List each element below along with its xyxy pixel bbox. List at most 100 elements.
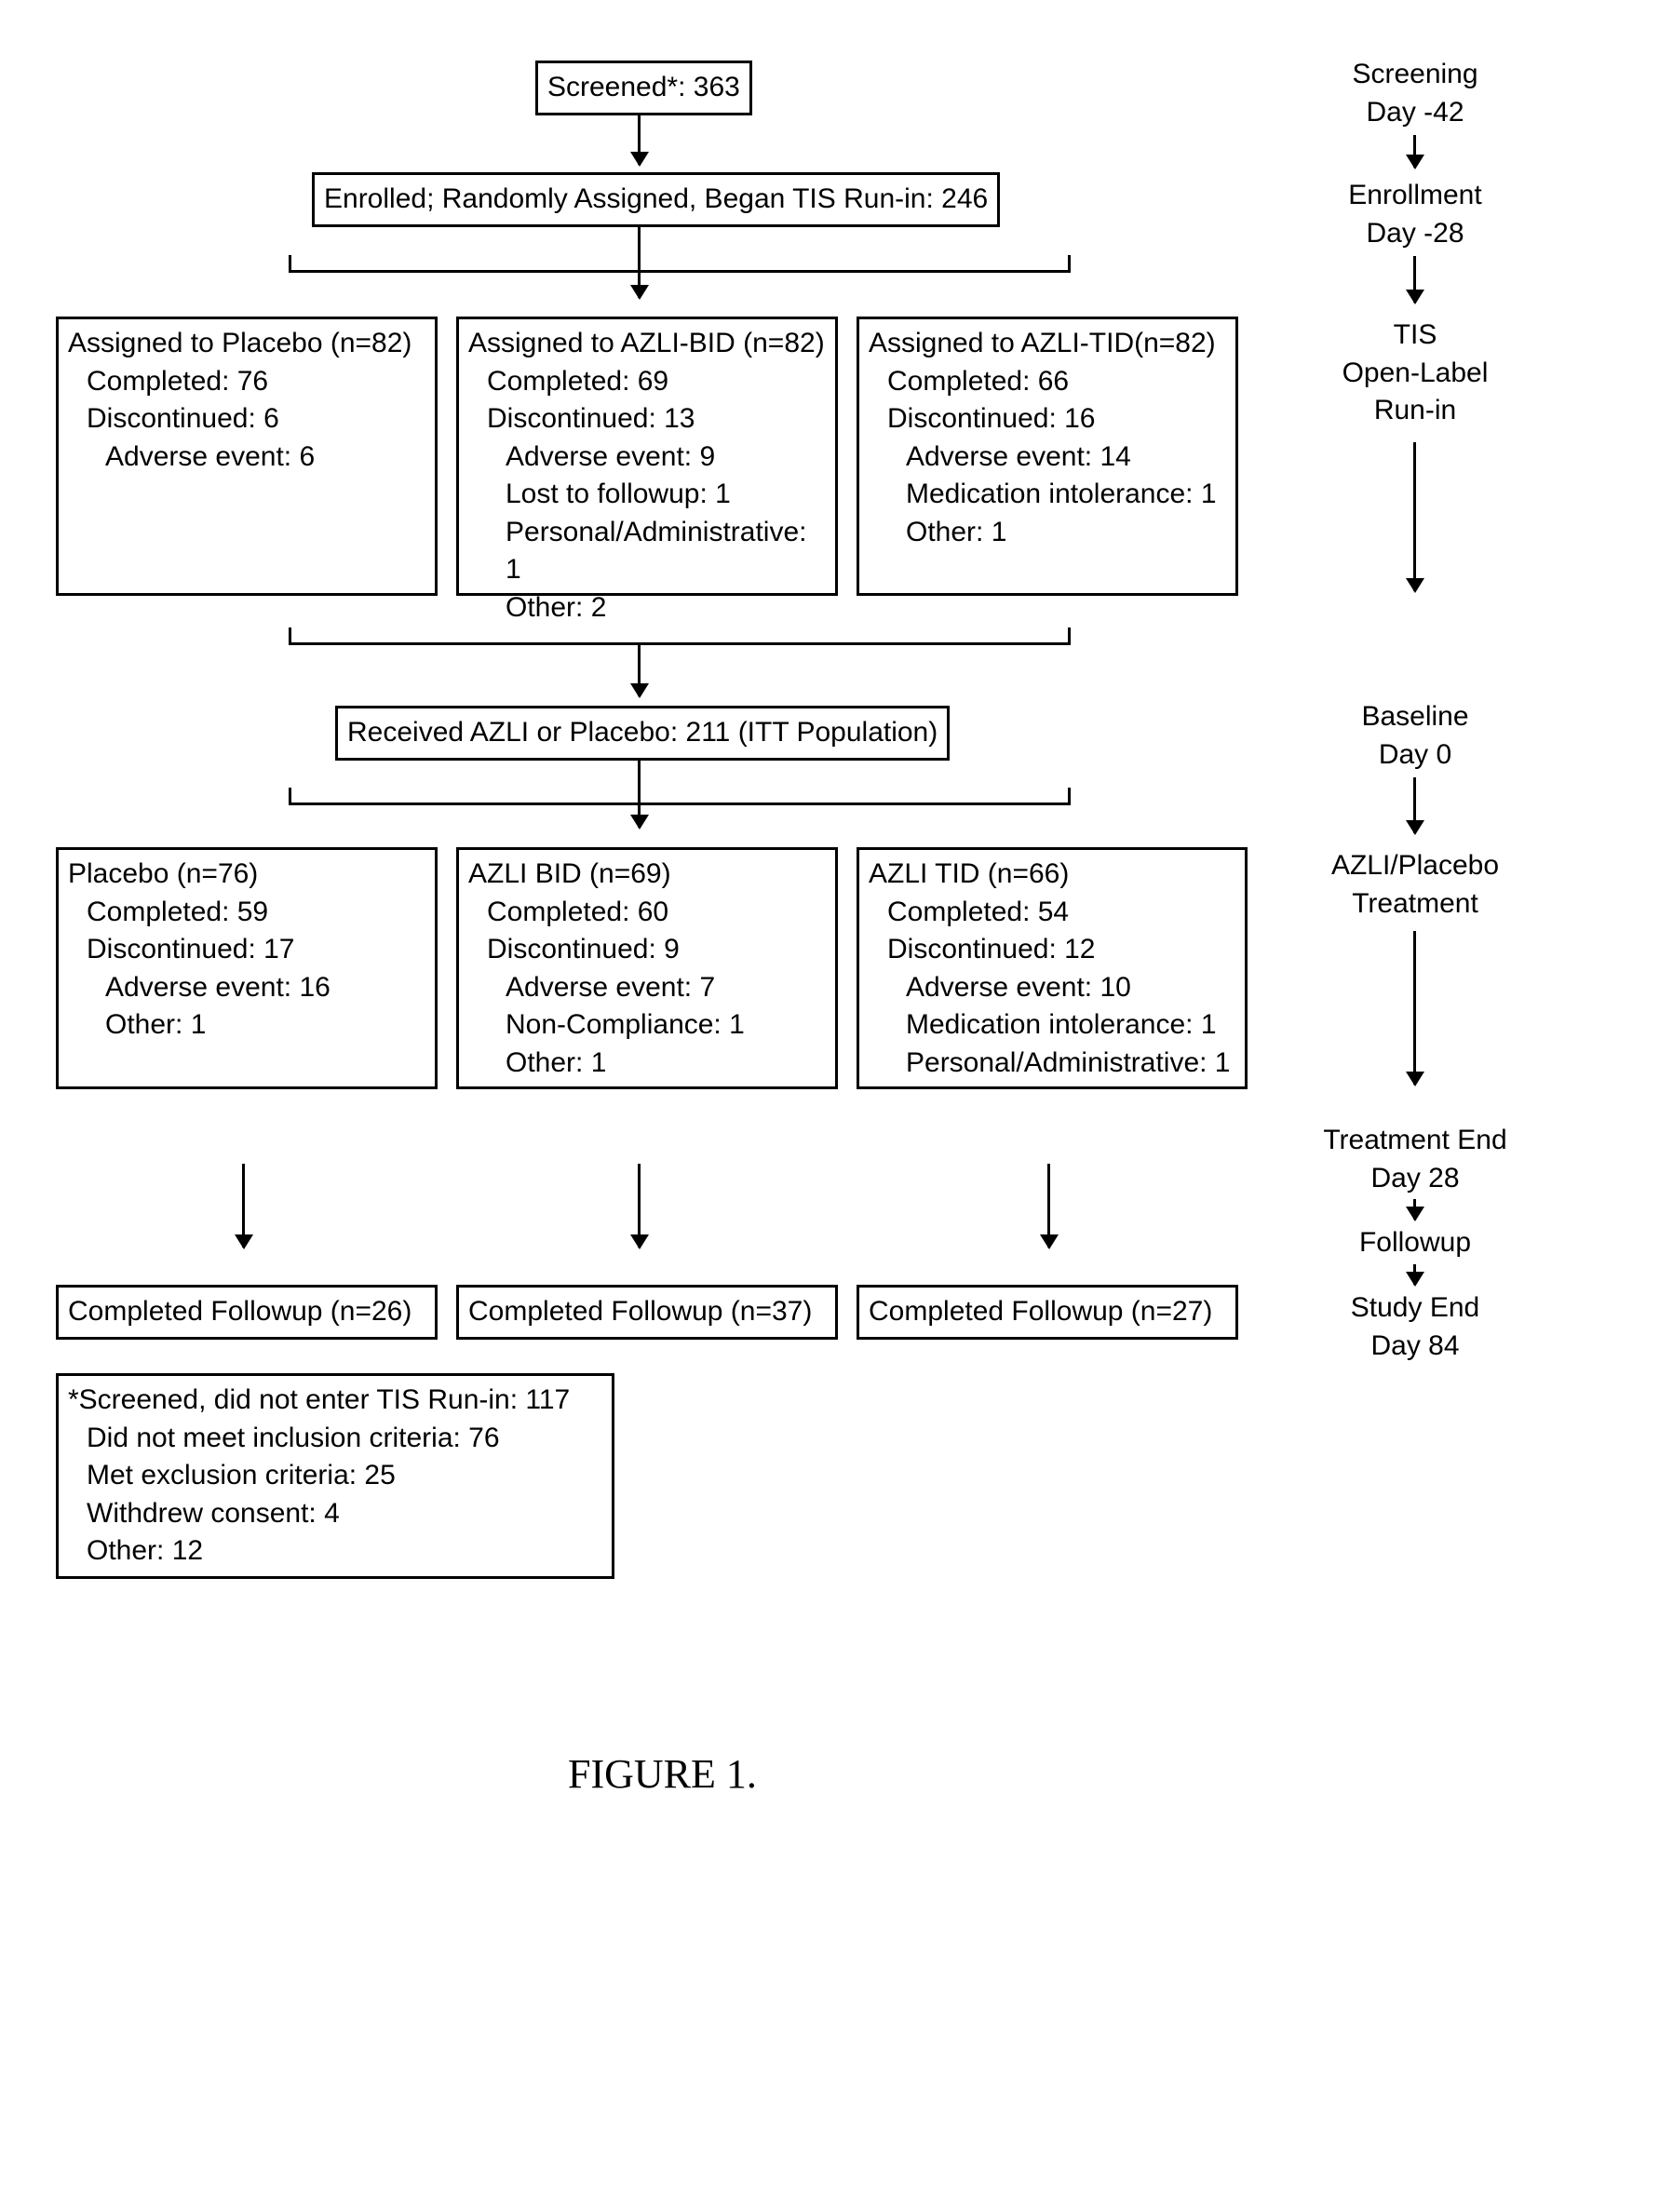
arm-tid-assign: Assigned to AZLI-TID(n=82) Completed: 66… [857,317,1238,596]
ts6b: Day 28 [1370,1163,1459,1194]
b2-l4: Adverse event: 7 [468,969,826,1007]
b3-l5: Medication intolerance: 1 [869,1006,1235,1045]
b2-l5: Non-Compliance: 1 [468,1006,826,1045]
tl-arrow-3 [1413,442,1416,591]
ts4a: Baseline [1361,701,1468,732]
arrow-assign-itt [638,642,641,696]
b3-l4: Adverse event: 10 [869,969,1235,1007]
a3-l3: Discontinued: 16 [869,400,1226,438]
arrow-fu-1 [242,1164,245,1248]
a2-l3: Discontinued: 13 [468,400,826,438]
ts2b: Day -28 [1366,218,1464,249]
ts8a: Study End [1351,1292,1479,1323]
ts3b: Open-Label [1342,357,1489,388]
a3-l6: Other: 1 [869,514,1226,552]
itt-text: Received AZLI or Placebo: 211 (ITT Popul… [347,717,938,748]
b2-l3: Discontinued: 9 [468,931,826,969]
bracket-assign [289,270,1071,273]
itt-box: Received AZLI or Placebo: 211 (ITT Popul… [335,706,950,761]
ts3a: TIS [1394,319,1437,350]
b2-l1: AZLI BID (n=69) [468,858,671,889]
arm-bid-assign: Assigned to AZLI-BID (n=82) Completed: 6… [456,317,838,596]
ts3c: Run-in [1374,395,1456,425]
arrow-fu-2 [638,1164,641,1248]
arrow-enrolled-split [638,225,641,298]
figure-label: FIGURE 1. [568,1750,757,1798]
tl-arrow-1 [1413,135,1416,168]
a2-l1: Assigned to AZLI-BID (n=82) [468,328,825,358]
ts1a: Screening [1352,59,1477,89]
arrow-screened-enrolled [638,114,641,165]
arrow-fu-3 [1047,1164,1050,1248]
tl-arrow-5 [1413,931,1416,1085]
fu3-text: Completed Followup (n=27) [869,1296,1212,1327]
a3-l2: Completed: 66 [869,363,1226,401]
b1-l2: Completed: 59 [68,894,425,932]
ts4b: Day 0 [1379,739,1451,770]
a2-l2: Completed: 69 [468,363,826,401]
b1-l4: Adverse event: 16 [68,969,425,1007]
arm-placebo-treat: Placebo (n=76) Completed: 59 Discontinue… [56,847,438,1089]
fu2-text: Completed Followup (n=37) [468,1296,812,1327]
ts2a: Enrollment [1348,180,1481,210]
timeline-enroll: Enrollment Day -28 [1313,177,1518,252]
a3-l4: Adverse event: 14 [869,438,1226,477]
a1-l1: Assigned to Placebo (n=82) [68,328,412,358]
screened-text: Screened*: 363 [547,72,740,102]
arm-placebo-assign: Assigned to Placebo (n=82) Completed: 76… [56,317,438,596]
timeline-treat-end: Treatment End Day 28 [1294,1122,1536,1197]
flowchart-canvas: Screened*: 363 Enrolled; Randomly Assign… [47,47,1626,2165]
b1-l5: Other: 1 [68,1006,425,1045]
fu1-text: Completed Followup (n=26) [68,1296,412,1327]
tl-arrow-7 [1413,1264,1416,1285]
fn-l2: Did not meet inclusion criteria: 76 [68,1420,602,1458]
ts6a: Treatment End [1323,1125,1506,1155]
tl-arrow-2 [1413,256,1416,303]
tl-arrow-6 [1413,1199,1416,1220]
timeline-study-end: Study End Day 84 [1313,1289,1518,1365]
b2-l6: Other: 1 [468,1045,826,1083]
b1-l3: Discontinued: 17 [68,931,425,969]
ts5a: AZLI/Placebo [1331,850,1499,881]
timeline-treatment: AZLI/Placebo Treatment [1294,847,1536,923]
a1-l3: Discontinued: 6 [68,400,425,438]
fn-l5: Other: 12 [68,1532,602,1571]
b2-l2: Completed: 60 [468,894,826,932]
ts7: Followup [1359,1227,1471,1258]
fn-l4: Withdrew consent: 4 [68,1495,602,1533]
a3-l1: Assigned to AZLI-TID(n=82) [869,328,1216,358]
fu-placebo: Completed Followup (n=26) [56,1285,438,1340]
timeline-baseline: Baseline Day 0 [1313,698,1518,774]
a2-l6: Personal/Administrative: 1 [468,514,826,589]
tl-arrow-4 [1413,777,1416,833]
screened-box: Screened*: 363 [535,61,752,115]
a1-l4: Adverse event: 6 [68,438,425,477]
footnote-box: *Screened, did not enter TIS Run-in: 117… [56,1373,614,1579]
b3-l3: Discontinued: 12 [869,931,1235,969]
b1-l1: Placebo (n=76) [68,858,258,889]
timeline-followup: Followup [1313,1224,1518,1262]
enrolled-box: Enrolled; Randomly Assigned, Began TIS R… [312,172,1000,227]
timeline-screening: Screening Day -42 [1313,56,1518,131]
a2-l4: Adverse event: 9 [468,438,826,477]
ts8b: Day 84 [1370,1330,1459,1361]
bracket-itt [289,642,1071,645]
ts5b: Treatment [1352,888,1478,919]
a2-l5: Lost to followup: 1 [468,476,826,514]
a2-l7: Other: 2 [468,589,826,627]
fu-bid: Completed Followup (n=37) [456,1285,838,1340]
ts1b: Day -42 [1366,97,1464,128]
a3-l5: Medication intolerance: 1 [869,476,1226,514]
arm-bid-treat: AZLI BID (n=69) Completed: 60 Discontinu… [456,847,838,1089]
b3-l6: Personal/Administrative: 1 [869,1045,1235,1083]
arm-tid-treat: AZLI TID (n=66) Completed: 54 Discontinu… [857,847,1248,1089]
b3-l1: AZLI TID (n=66) [869,858,1069,889]
timeline-runin: TIS Open-Label Run-in [1313,317,1518,430]
bracket-treat [289,803,1071,805]
enrolled-text: Enrolled; Randomly Assigned, Began TIS R… [324,183,988,214]
arrow-itt-split [638,759,641,828]
fn-l1: *Screened, did not enter TIS Run-in: 117 [68,1384,570,1415]
fn-l3: Met exclusion criteria: 25 [68,1457,602,1495]
a1-l2: Completed: 76 [68,363,425,401]
fu-tid: Completed Followup (n=27) [857,1285,1238,1340]
